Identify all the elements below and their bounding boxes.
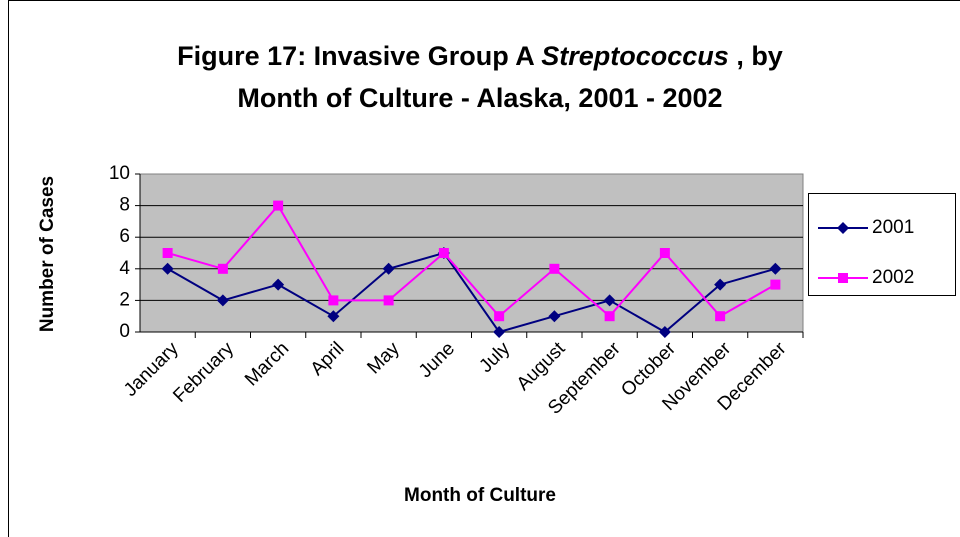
series-line bbox=[167, 203, 776, 318]
marker bbox=[382, 262, 395, 275]
title-part: Figure 17: Invasive Group A bbox=[177, 41, 541, 71]
marker bbox=[216, 294, 229, 307]
y-tick-label: 4 bbox=[119, 258, 130, 279]
marker bbox=[272, 278, 285, 291]
marker bbox=[383, 295, 394, 306]
title-part: Month of Culture - Alaska, 2001 - 2002 bbox=[237, 83, 722, 113]
marker bbox=[770, 279, 781, 290]
legend-label: 2002 bbox=[872, 267, 914, 288]
marker bbox=[714, 278, 727, 291]
marker bbox=[548, 310, 561, 323]
title-part: Streptococcus bbox=[541, 41, 729, 71]
y-tick-label: 0 bbox=[119, 321, 130, 342]
marker bbox=[658, 326, 671, 338]
series-line bbox=[167, 251, 776, 334]
marker bbox=[273, 200, 284, 211]
marker bbox=[838, 273, 848, 283]
plot-area bbox=[139, 173, 804, 333]
y-tick-label: 10 bbox=[109, 163, 130, 184]
y-tick-label: 2 bbox=[119, 289, 130, 310]
marker bbox=[715, 311, 726, 322]
marker bbox=[217, 263, 228, 274]
marker bbox=[659, 248, 670, 258]
chart-title: Figure 17: Invasive Group A Streptococcu… bbox=[177, 41, 783, 71]
marker bbox=[438, 248, 449, 258]
y-axis-title: Number of Cases bbox=[37, 176, 58, 332]
marker bbox=[769, 262, 782, 275]
marker bbox=[493, 326, 506, 338]
marker bbox=[603, 294, 616, 307]
marker bbox=[549, 263, 560, 274]
marker bbox=[604, 311, 615, 322]
marker bbox=[837, 222, 849, 234]
chart-title: Month of Culture - Alaska, 2001 - 2002 bbox=[237, 83, 722, 113]
legend-label: 2001 bbox=[872, 217, 914, 238]
marker bbox=[162, 248, 173, 258]
y-tick-label: 6 bbox=[119, 226, 130, 247]
marker bbox=[494, 311, 505, 322]
y-tick-label: 8 bbox=[119, 195, 130, 216]
title-part: , by bbox=[729, 41, 783, 71]
marker bbox=[327, 310, 340, 323]
marker bbox=[328, 295, 339, 306]
x-axis-title: Month of Culture bbox=[404, 485, 556, 506]
marker bbox=[161, 262, 174, 275]
